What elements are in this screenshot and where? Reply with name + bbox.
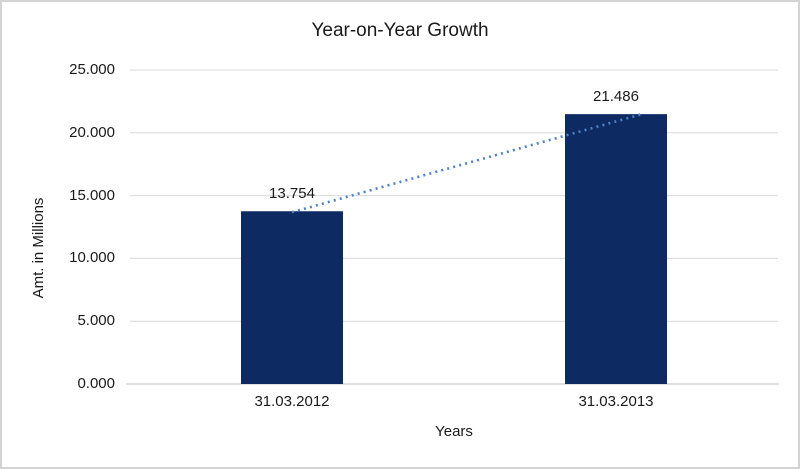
y-tick-label: 20.000	[69, 123, 115, 141]
y-axis-title: Amt. in Millions	[30, 197, 47, 299]
bar-31-03-2013	[565, 114, 667, 385]
bar-31-03-2012	[241, 211, 343, 384]
bar-data-label: 21.486	[593, 88, 639, 106]
x-tick-label: 31.03.2013	[578, 393, 654, 410]
chart-title: Year-on-Year Growth	[311, 20, 489, 41]
bar-data-label: 13.754	[269, 185, 315, 203]
x-axis-title: Years	[435, 423, 473, 440]
y-tick-label: 25.000	[69, 61, 115, 78]
y-tick-label: 5.000	[77, 312, 115, 330]
x-tick-label: 31.03.2012	[254, 393, 330, 410]
trendline	[291, 112, 643, 214]
y-tick-label: 10.000	[69, 249, 115, 267]
y-tick-label: 15.000	[69, 186, 115, 204]
y-tick-label: 0.000	[77, 375, 115, 392]
